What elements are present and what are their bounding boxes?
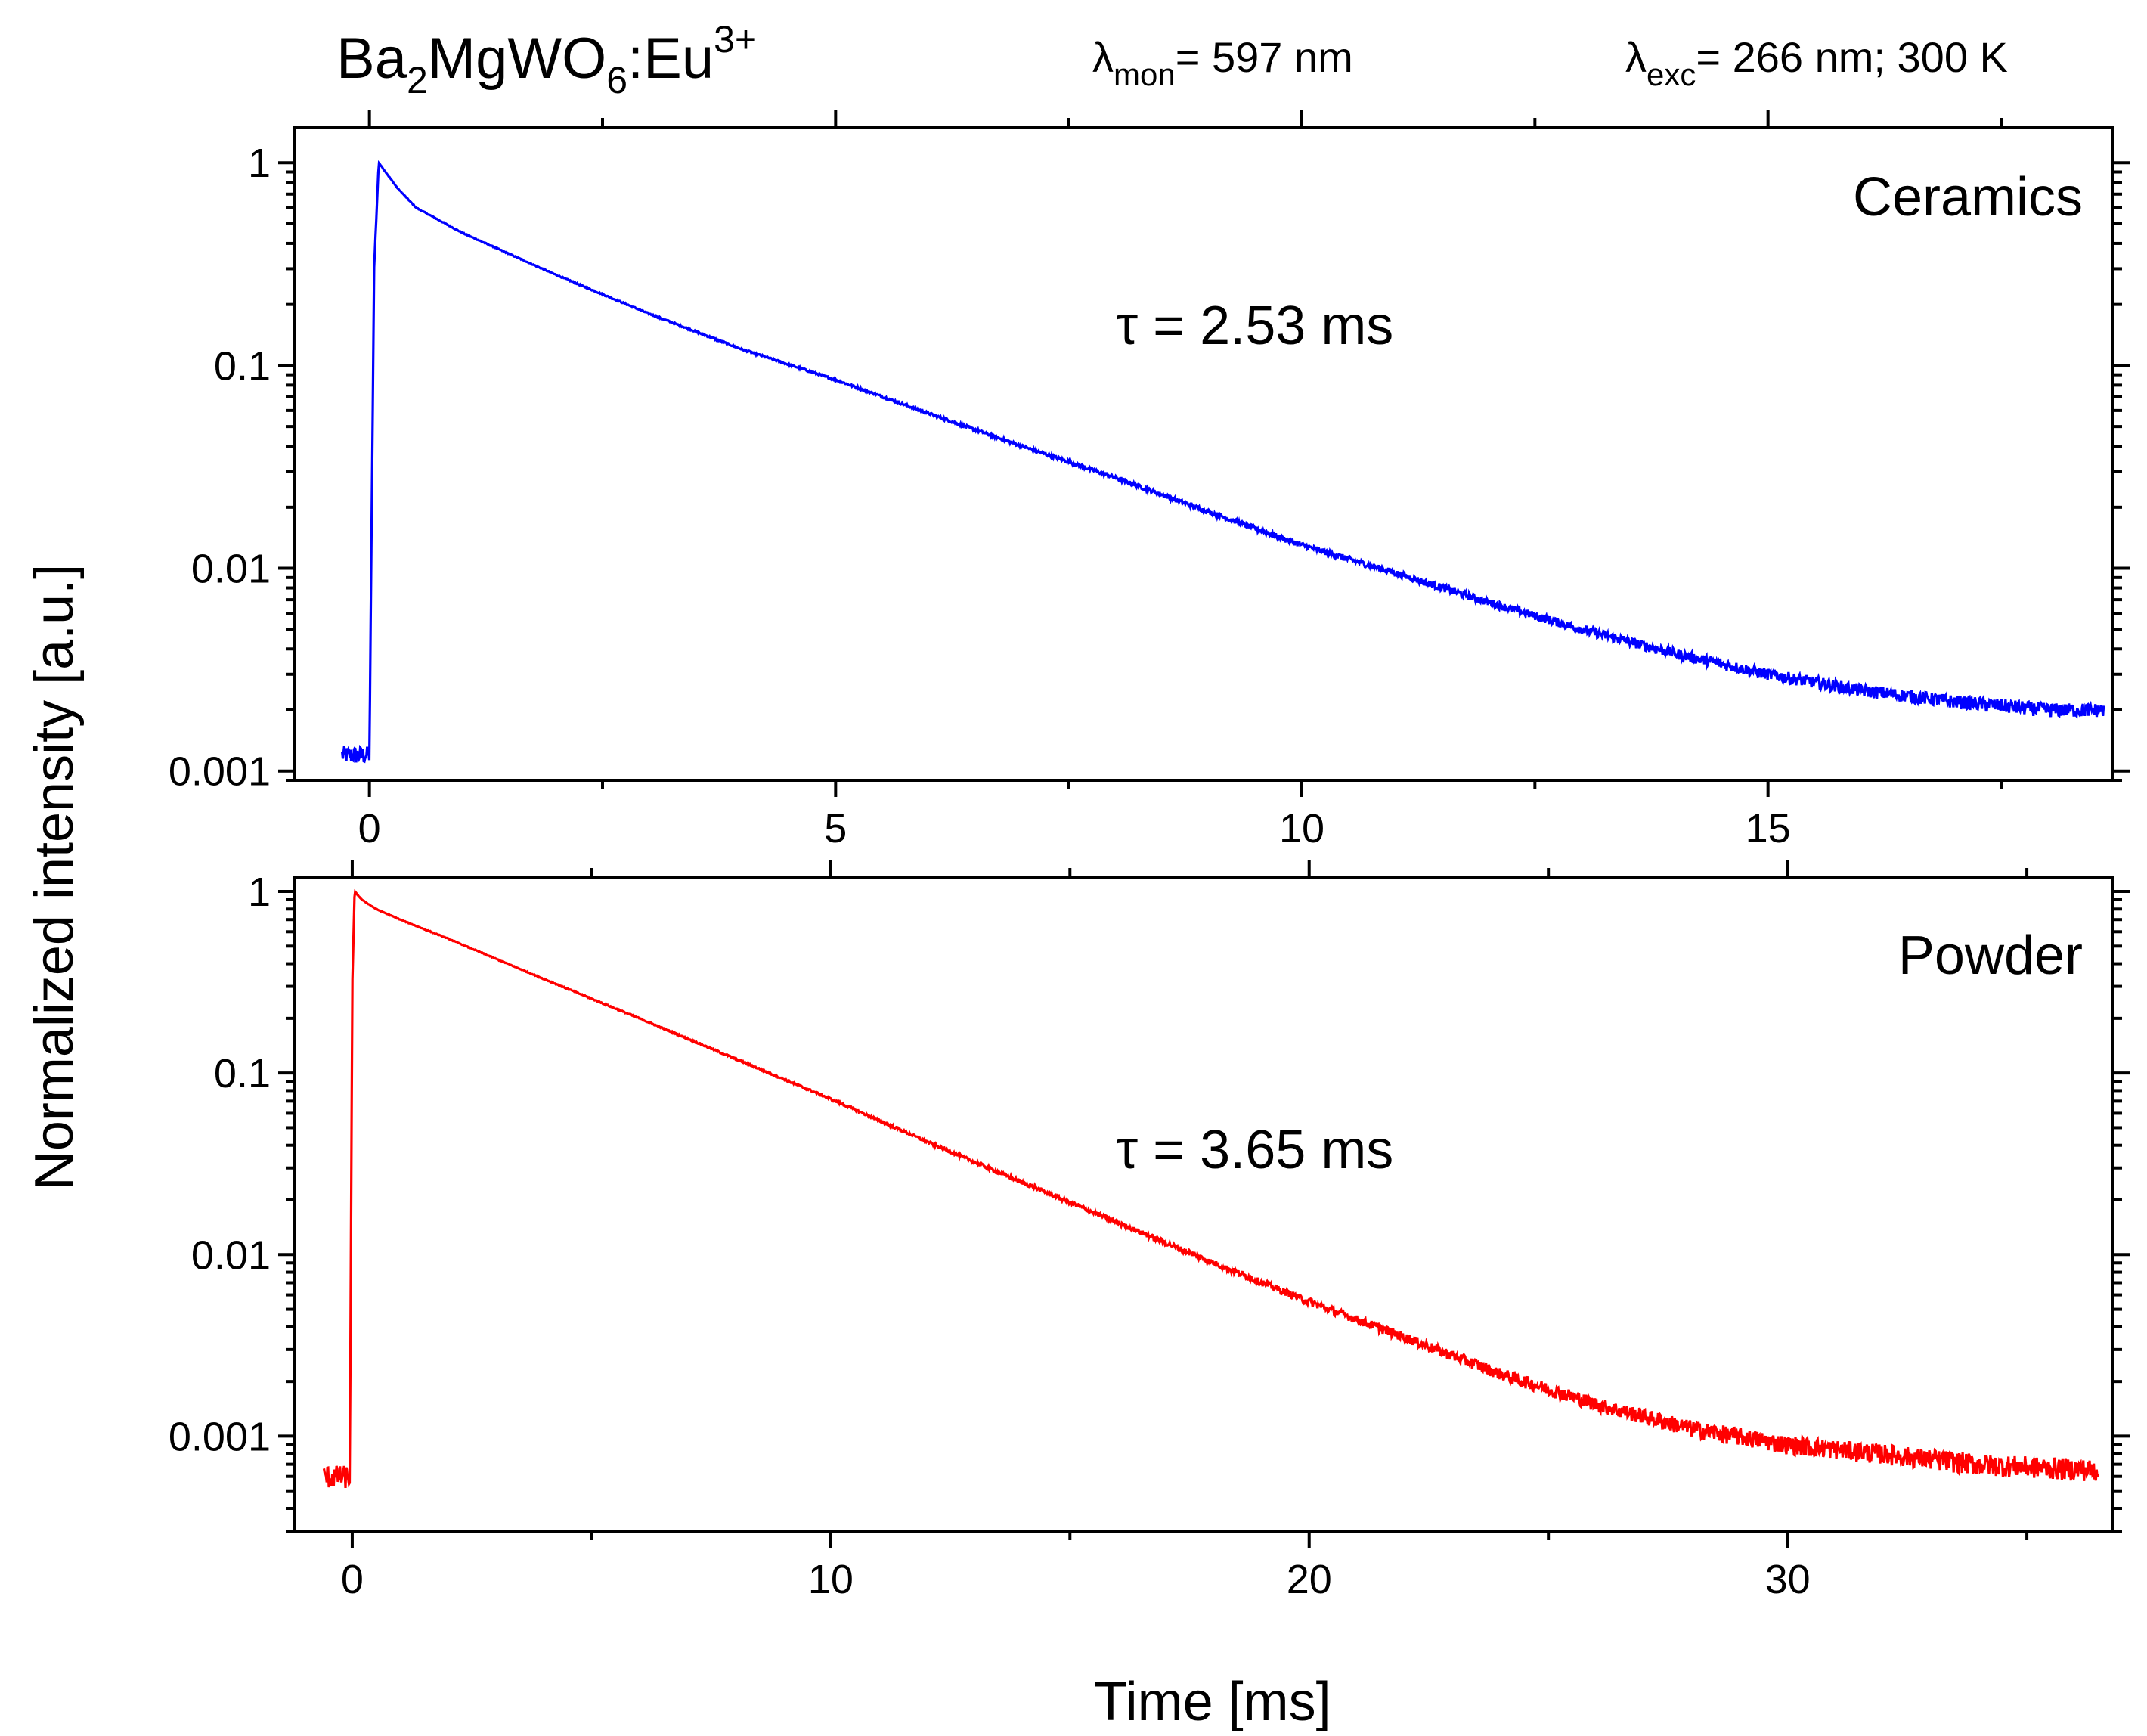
x-tick-label: 10	[1279, 806, 1324, 851]
y-tick-label: 1	[248, 870, 271, 915]
x-tick-label: 30	[1765, 1557, 1811, 1602]
lifetime-annotation: τ = 3.65 ms	[1117, 1120, 1394, 1180]
powder-decay-line	[322, 888, 2099, 1488]
plot-frame	[293, 126, 2114, 782]
y-tick-label: 1	[248, 141, 271, 186]
powder-panel: 0 10 20 30 1 0.1 0.01 0.001 Powder τ = 3.65 ms	[169, 860, 2130, 1602]
ceramics-panel: 0 5 10 15 1 0.1 0.01 0.001 Ceramics τ = 2.53 ms	[169, 110, 2130, 851]
x-tick-label: 5	[824, 806, 847, 851]
x-tick-label: 15	[1746, 806, 1791, 851]
x-axis-label: Time [ms]	[1094, 1672, 1331, 1732]
ceramics-decay-line	[341, 160, 2105, 764]
panel-title: Powder	[1898, 925, 2083, 986]
monitor-wavelength: λmon= 597 nm	[1092, 33, 1353, 92]
y-tick-label: 0.1	[214, 1051, 271, 1096]
x-tick-label: 20	[1287, 1557, 1332, 1602]
x-tick-label: 0	[358, 806, 381, 851]
panel-title: Ceramics	[1853, 167, 2083, 228]
y-tick-label: 0.001	[169, 749, 271, 795]
lifetime-annotation: τ = 2.53 ms	[1117, 296, 1394, 356]
x-tick-label: 0	[341, 1557, 364, 1602]
y-tick-label: 0.01	[191, 547, 271, 592]
y-tick-label: 0.01	[191, 1232, 271, 1278]
compound-formula: Ba2MgWO6:Eu3+	[336, 18, 757, 101]
y-axis-label: Normalized intensity [a.u.]	[24, 564, 85, 1190]
plot-frame	[293, 876, 2114, 1533]
excitation-wavelength: λexc= 266 nm; 300 K	[1625, 33, 2008, 92]
x-tick-label: 10	[808, 1557, 854, 1602]
y-tick-label: 0.1	[214, 343, 271, 389]
y-tick-label: 0.001	[169, 1414, 271, 1459]
